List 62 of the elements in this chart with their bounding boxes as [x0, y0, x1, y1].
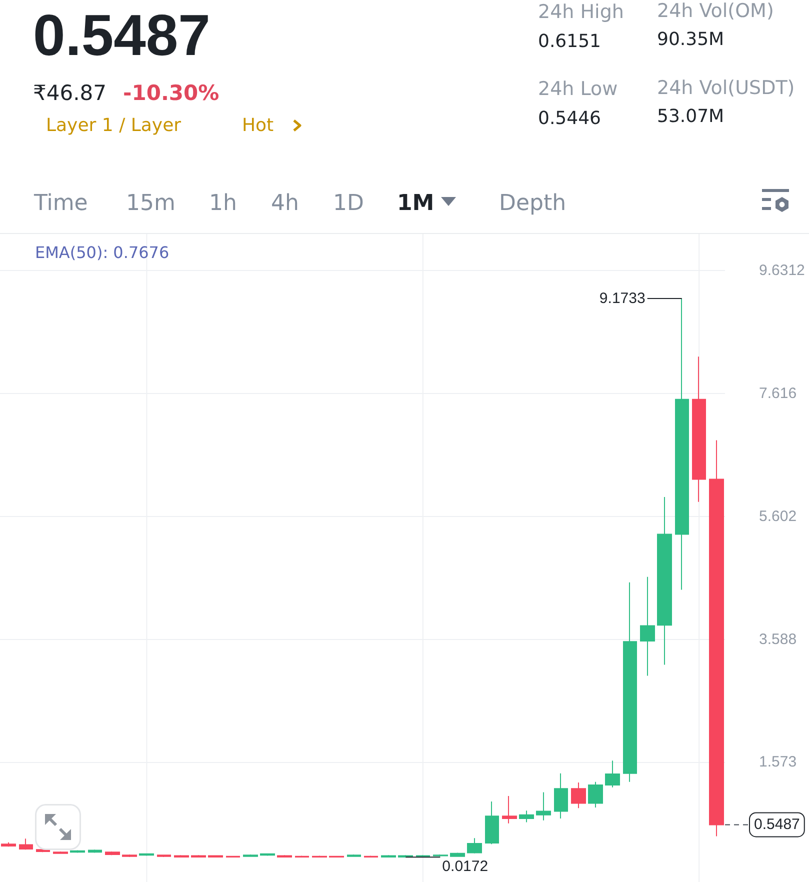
candlestick — [122, 854, 137, 858]
candlestick — [623, 582, 637, 782]
y-tick-label: 7.616 — [759, 385, 797, 402]
text: 1D — [333, 191, 364, 216]
candlestick — [1, 842, 16, 848]
candlestick — [709, 440, 724, 837]
candlestick — [381, 854, 396, 858]
text: -10.30% — [123, 80, 220, 105]
candlestick — [588, 781, 603, 808]
text: ₹46.87 — [33, 80, 106, 105]
candlestick — [571, 782, 586, 809]
candlestick — [657, 496, 672, 666]
text: 1M — [397, 191, 434, 216]
y-tick-label: 9.6312 — [759, 262, 805, 280]
text: Layer 1 / Layer — [46, 115, 182, 136]
text: 24h Vol(OM) — [657, 0, 774, 22]
text: 24h High — [538, 0, 624, 23]
y-tick-label: 3.588 — [759, 630, 797, 648]
candlestick — [692, 356, 706, 502]
text: 53.07M — [657, 106, 724, 128]
candlestick — [502, 795, 517, 824]
candlestick — [260, 853, 275, 856]
text: 24h Low — [538, 78, 618, 100]
candlestick — [433, 854, 448, 857]
text: 0.6151 — [538, 31, 601, 52]
y-tick-label: 5.602 — [759, 508, 797, 525]
candlestick — [450, 852, 465, 857]
text: Time — [34, 191, 88, 216]
annotation: 9.1733 — [599, 290, 646, 307]
text: 0.5446 — [538, 108, 601, 130]
candlestick — [88, 849, 102, 854]
text: 15m — [126, 191, 176, 216]
candlestick — [554, 772, 568, 820]
text: 24h Vol(USDT) — [657, 76, 795, 99]
y-tick-label: 1.573 — [759, 754, 797, 771]
candlestick — [467, 838, 482, 854]
text: 4h — [271, 191, 299, 216]
annotation: 0.0172 — [442, 858, 488, 876]
candlestick — [640, 576, 655, 676]
candlestick — [139, 853, 154, 856]
candlestick — [243, 854, 258, 857]
candlestick — [277, 854, 292, 858]
text: Depth — [499, 191, 566, 216]
candlestick — [105, 850, 120, 856]
candlestick — [53, 850, 68, 854]
candlestick — [485, 800, 499, 845]
candlestick — [157, 854, 171, 858]
candlestick — [675, 298, 689, 590]
candlestick — [347, 854, 361, 857]
text: Hot — [242, 115, 274, 136]
candlestick — [536, 792, 551, 821]
text: 1h — [209, 191, 237, 216]
candlestick — [174, 854, 189, 858]
annotation: EMA(50): 0.7676 — [35, 243, 170, 262]
chart-title: 0.5487 — [33, 3, 210, 68]
candlestick — [19, 838, 33, 850]
candlestick — [519, 810, 534, 823]
candlestick — [605, 760, 620, 788]
candlestick — [70, 850, 85, 854]
candlestick — [191, 854, 206, 858]
text: 90.35M — [657, 29, 724, 50]
ref-line-label: 0.5487 — [754, 816, 800, 834]
